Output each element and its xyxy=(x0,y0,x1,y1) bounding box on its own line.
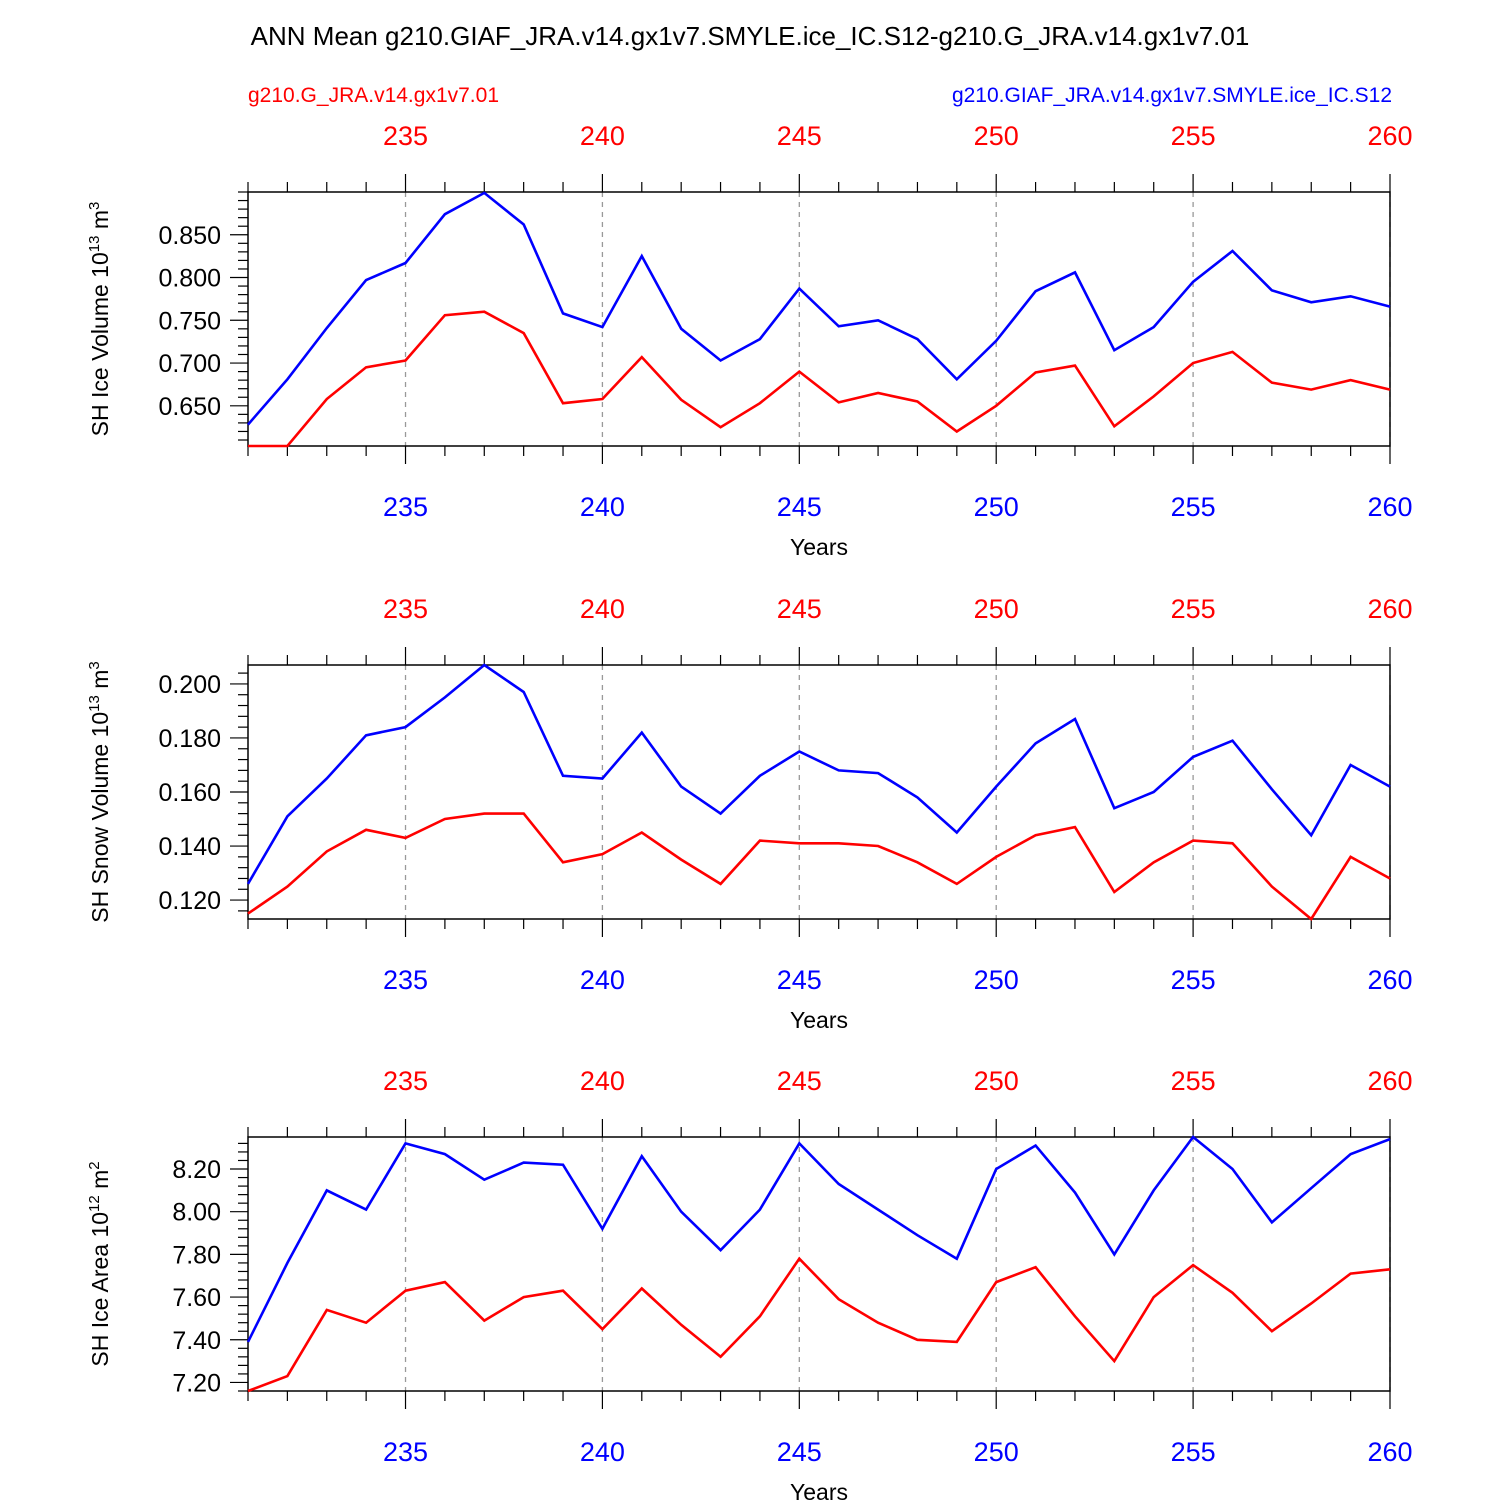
series-line-blue xyxy=(246,1135,1391,1343)
x-tick-label-bottom: 240 xyxy=(580,1437,625,1467)
x-tick-label-bottom: 260 xyxy=(1367,965,1412,995)
x-tick-label-top: 255 xyxy=(1171,121,1216,151)
y-axis-label-exponent: 2 xyxy=(86,1161,103,1169)
x-tick-label-bottom: 255 xyxy=(1171,1437,1216,1467)
legend-red-label: g210.G_JRA.v14.gx1v7.01 xyxy=(248,84,499,107)
x-tick-label-top: 245 xyxy=(777,121,822,151)
x-tick-label-bottom: 245 xyxy=(777,492,822,522)
plot-frame xyxy=(247,664,1391,920)
y-axis-label-text: SH Snow Volume 10 xyxy=(87,712,113,923)
y-axis-label: SH Snow Volume 1013 m3 xyxy=(86,661,113,923)
y-axis-label-text: m xyxy=(87,210,113,236)
plot-frame xyxy=(247,191,1391,447)
plot-frame xyxy=(247,1136,1391,1392)
x-tick-label-top: 255 xyxy=(1171,594,1216,624)
x-tick-label-top: 235 xyxy=(383,1066,428,1096)
x-tick-label-bottom: 235 xyxy=(383,1437,428,1467)
x-tick-label-top: 240 xyxy=(580,1066,625,1096)
x-tick-label-bottom: 240 xyxy=(580,965,625,995)
y-tick-label: 0.650 xyxy=(158,393,221,421)
x-tick-label-top: 245 xyxy=(777,1066,822,1096)
series-line-red xyxy=(247,812,1391,921)
x-tick-label-bottom: 250 xyxy=(974,492,1019,522)
y-axis-label-exponent: 3 xyxy=(86,202,103,210)
x-tick-label-bottom: 255 xyxy=(1171,965,1216,995)
y-tick-label: 0.850 xyxy=(158,222,221,250)
y-axis-label-exponent: 13 xyxy=(86,695,103,712)
panel-3: 235 235 240 240 245 245 250 250 255 255 260 260 Year… xyxy=(86,1066,1413,1500)
x-tick-label-bottom: 245 xyxy=(777,965,822,995)
x-axis-label: Years xyxy=(790,534,848,560)
x-tick-label-top: 235 xyxy=(383,594,428,624)
y-tick-label: 7.40 xyxy=(172,1327,221,1355)
y-axis-label-text: m xyxy=(87,670,113,696)
x-tick-label-top: 260 xyxy=(1367,1066,1412,1096)
y-tick-label: 8.00 xyxy=(172,1199,221,1227)
y-tick-label: 0.200 xyxy=(158,671,221,699)
y-axis-label-text: m xyxy=(87,1170,113,1196)
x-tick-label-top: 240 xyxy=(580,121,625,151)
panel-2: 235 235 240 240 245 245 250 250 255 255 260 260 Year… xyxy=(86,594,1413,1033)
y-tick-label: 0.800 xyxy=(158,265,221,293)
x-tick-label-top: 250 xyxy=(974,121,1019,151)
x-axis-label: Years xyxy=(790,1479,848,1500)
y-axis-label-exponent: 3 xyxy=(86,661,103,669)
x-tick-label-bottom: 260 xyxy=(1367,1437,1412,1467)
x-tick-label-top: 240 xyxy=(580,594,625,624)
y-tick-label: 8.20 xyxy=(172,1156,221,1184)
y-tick-label: 0.700 xyxy=(158,350,221,378)
x-tick-label-top: 260 xyxy=(1367,121,1412,151)
series-line-blue xyxy=(247,191,1391,426)
y-axis-label-text: SH Ice Area 10 xyxy=(87,1212,113,1367)
x-tick-label-bottom: 250 xyxy=(974,1437,1019,1467)
y-axis-label-text: SH Ice Volume 10 xyxy=(87,252,113,436)
x-tick-label-top: 255 xyxy=(1171,1066,1216,1096)
x-tick-label-bottom: 255 xyxy=(1171,492,1216,522)
y-tick-label: 7.20 xyxy=(172,1369,221,1397)
y-tick-label: 0.160 xyxy=(158,779,221,807)
y-axis-label: SH Ice Area 1012 m2 xyxy=(86,1161,113,1366)
chart-title: ANN Mean g210.GIAF_JRA.v14.gx1v7.SMYLE.i… xyxy=(251,21,1250,51)
x-tick-label-bottom: 235 xyxy=(383,965,428,995)
y-axis-label-exponent: 13 xyxy=(86,236,103,253)
panels: 235 235 240 240 245 245 250 250 255 255 260 260 Year… xyxy=(86,121,1413,1500)
series-line-red xyxy=(247,1256,1391,1393)
x-tick-label-top: 245 xyxy=(777,594,822,624)
x-tick-label-bottom: 250 xyxy=(974,965,1019,995)
x-axis-label: Years xyxy=(790,1007,848,1033)
x-tick-label-top: 235 xyxy=(383,121,428,151)
y-axis-label: SH Ice Volume 1013 m3 xyxy=(86,202,113,437)
x-tick-label-bottom: 235 xyxy=(383,492,428,522)
x-tick-label-bottom: 260 xyxy=(1367,492,1412,522)
y-tick-label: 0.140 xyxy=(158,833,221,861)
panel-1: 235 235 240 240 245 245 250 250 255 255 260 260 Year… xyxy=(86,121,1413,560)
x-tick-label-bottom: 245 xyxy=(777,1437,822,1467)
y-tick-label: 0.120 xyxy=(158,887,221,915)
x-tick-label-top: 250 xyxy=(974,594,1019,624)
y-tick-label: 7.80 xyxy=(172,1241,221,1269)
x-tick-label-bottom: 240 xyxy=(580,492,625,522)
y-tick-label: 0.750 xyxy=(158,307,221,335)
y-axis-label-exponent: 12 xyxy=(86,1195,103,1212)
x-tick-label-top: 250 xyxy=(974,1066,1019,1096)
y-tick-label: 0.180 xyxy=(158,725,221,753)
series-line-red xyxy=(248,310,1391,448)
y-tick-label: 7.60 xyxy=(172,1284,221,1312)
x-tick-label-top: 260 xyxy=(1367,594,1412,624)
series-line-blue xyxy=(246,663,1391,885)
legend-blue-label: g210.GIAF_JRA.v14.gx1v7.SMYLE.ice_IC.S12 xyxy=(952,84,1392,107)
